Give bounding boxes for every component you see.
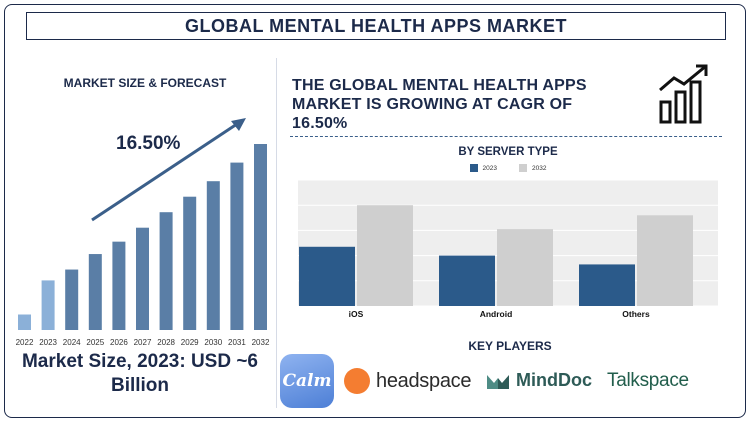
forecast-bar-2030	[206, 181, 220, 330]
legend-item-2023: 2023	[469, 164, 497, 172]
dashed-divider	[290, 136, 722, 137]
forecast-tick-label: 2028	[157, 338, 175, 347]
bar-others-2023	[579, 264, 635, 306]
server-type-bar-chart: iOS Android Others	[298, 179, 718, 319]
forecast-bar-2024	[65, 269, 79, 330]
cagr-annotation: 16.50%	[116, 133, 181, 154]
headspace-logo-text: headspace	[376, 369, 472, 392]
legend-label-2023: 2023	[482, 164, 497, 172]
trend-arrow-head-icon	[231, 118, 246, 131]
category-label: iOS	[349, 309, 364, 319]
forecast-bar-2026	[112, 241, 126, 330]
calm-logo-text: Calm	[282, 371, 332, 391]
bar-ios-2032	[357, 205, 413, 306]
key-players-logos: Calm headspace MindDoc Talkspace	[280, 354, 740, 410]
forecast-bar-2027	[136, 227, 149, 330]
bar-ios-2023	[299, 246, 355, 306]
title-box: GLOBAL MENTAL HEALTH APPS MARKET	[26, 12, 726, 40]
forecast-bar-2028	[159, 212, 173, 330]
minddoc-logo-text: MindDoc	[516, 370, 592, 390]
minddoc-logo: MindDoc	[485, 370, 592, 391]
forecast-tick-label: 2026	[110, 338, 128, 347]
forecast-bar-2031	[230, 162, 244, 330]
market-forecast-subtitle: MARKET SIZE & FORECAST	[63, 76, 227, 90]
market-size-text: Market Size, 2023: USD ~6 Billion	[21, 351, 259, 396]
forecast-bar-2025	[88, 254, 102, 330]
legend-item-2032: 2032	[519, 164, 546, 172]
category-label: Others	[622, 309, 650, 319]
forecast-tick-label: 2029	[181, 338, 199, 347]
infographic-frame	[4, 4, 746, 418]
chart-legend: 2023 2032	[300, 164, 716, 172]
legend-swatch-2032	[519, 164, 527, 172]
forecast-tick-label: 2027	[134, 338, 152, 347]
forecast-bar-2032	[254, 144, 267, 330]
legend-label-2032: 2032	[532, 164, 547, 172]
growth-chart-icon	[659, 64, 708, 124]
page-title: GLOBAL MENTAL HEALTH APPS MARKET	[185, 15, 567, 36]
forecast-bar-2022	[18, 314, 31, 330]
headline-text: THE GLOBAL MENTAL HEALTH APPS MARKET IS …	[292, 77, 587, 132]
forecast-tick-label: 2023	[39, 338, 57, 347]
talkspace-logo: Talkspace	[607, 370, 689, 392]
server-type-title: BY SERVER TYPE	[458, 146, 558, 158]
trend-arrow-icon	[91, 120, 241, 222]
forecast-tick-label: 2030	[204, 338, 222, 347]
forecast-tick-label: 2031	[228, 338, 246, 347]
forecast-tick-label: 2032	[252, 338, 270, 347]
bar-android-2032	[497, 229, 553, 306]
headspace-logo: headspace	[344, 368, 471, 394]
key-players-title: KEY PLAYERS	[468, 339, 552, 353]
bar-others-2032	[637, 215, 693, 306]
forecast-bar-chart: 2022 2023 2024 2025 2026 2027 2028 2029 2030 2031…	[16, 118, 270, 347]
bar-android-2023	[439, 255, 495, 306]
legend-swatch-2023	[469, 164, 478, 172]
category-label: Android	[480, 309, 513, 319]
minddoc-mark-icon	[487, 374, 509, 389]
forecast-tick-label: 2024	[63, 338, 81, 347]
forecast-bar-2029	[183, 196, 197, 330]
forecast-tick-label: 2025	[86, 338, 104, 347]
vertical-divider	[276, 58, 277, 408]
talkspace-logo-text: Talkspace	[607, 370, 689, 391]
forecast-bar-2023	[41, 280, 55, 330]
forecast-tick-label: 2022	[16, 338, 34, 347]
headspace-dot-icon	[344, 368, 370, 394]
calm-logo: Calm	[280, 354, 334, 408]
